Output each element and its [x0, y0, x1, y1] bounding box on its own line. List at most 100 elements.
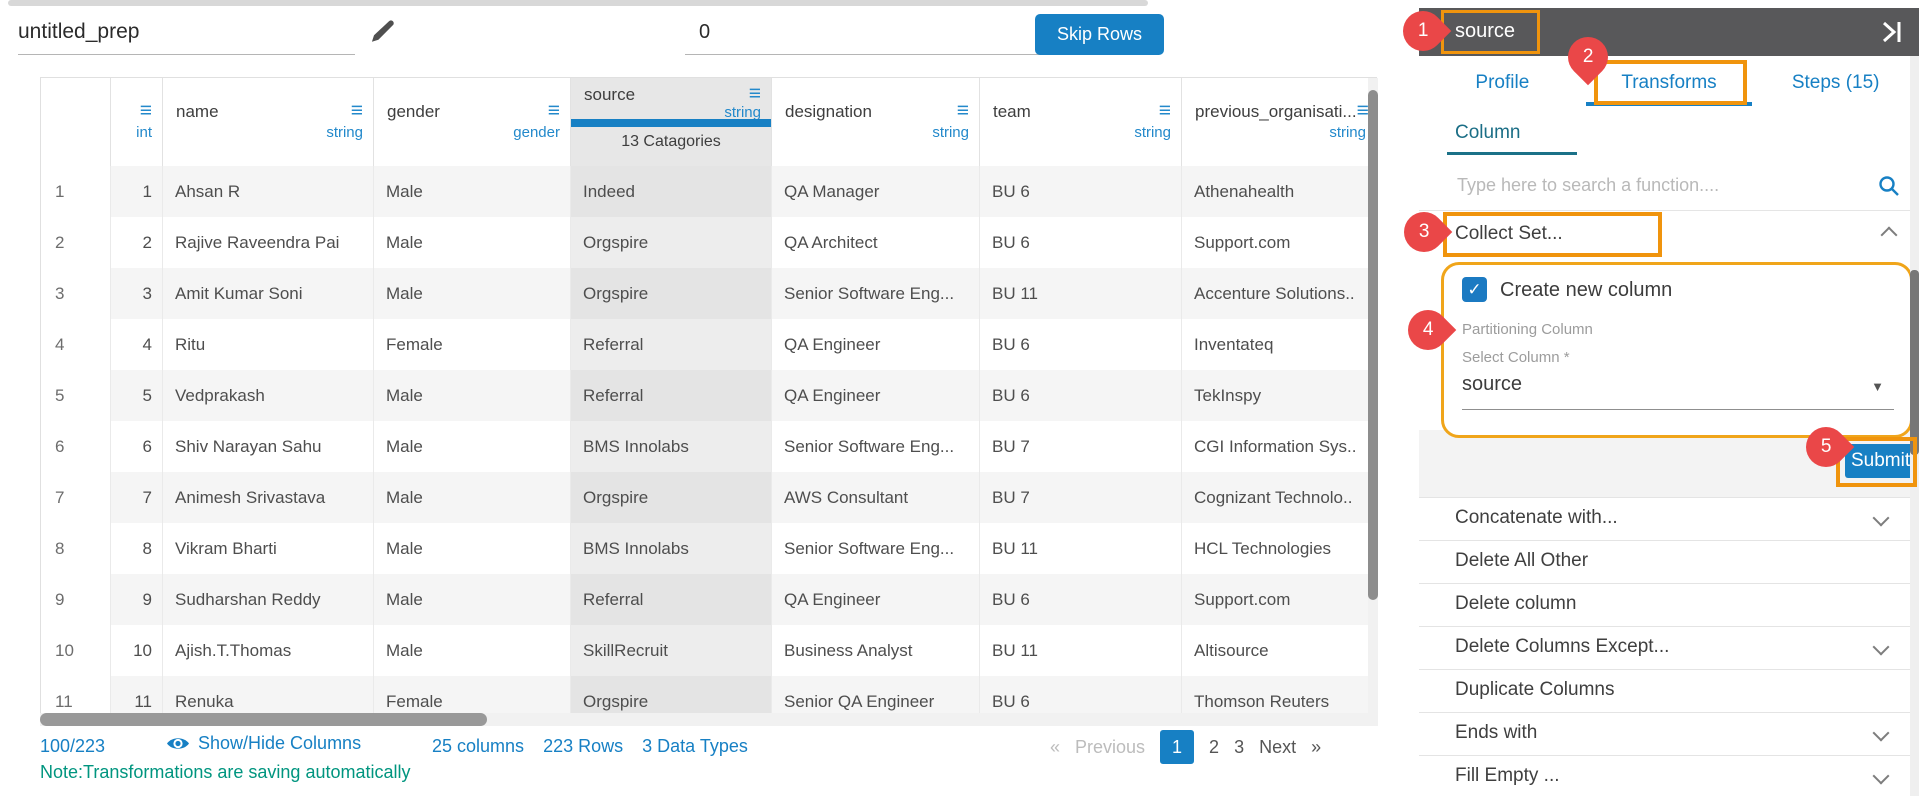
collapse-panel-icon[interactable]: [1879, 19, 1905, 45]
panel-scrollbar-thumb[interactable]: [1910, 270, 1919, 455]
cell-source[interactable]: Orgspire: [571, 217, 772, 268]
pagination-previous[interactable]: Previous: [1075, 736, 1146, 757]
rows-count[interactable]: 223 Rows: [543, 736, 624, 756]
cell-gender[interactable]: Male: [374, 574, 571, 625]
cell-previous-organisation[interactable]: Support.com: [1194, 233, 1291, 252]
function-list-item[interactable]: Duplicate Columns: [1419, 669, 1911, 712]
create-new-column-checkbox[interactable]: ✓: [1462, 277, 1487, 302]
subtab-column[interactable]: Column: [1455, 122, 1521, 143]
table-row[interactable]: 3 3 Amit Kumar Soni Male Orgspire Senior…: [41, 268, 1376, 319]
function-list-item[interactable]: Delete All Other: [1419, 540, 1911, 583]
edit-pencil-icon[interactable]: [368, 18, 398, 48]
data-types-count[interactable]: 3 Data Types: [642, 736, 748, 756]
cell-gender[interactable]: Male: [374, 166, 571, 217]
cell-int[interactable]: 8: [111, 523, 163, 574]
cell-team[interactable]: BU 11: [980, 523, 1182, 574]
cell-team[interactable]: BU 11: [980, 268, 1182, 319]
pagination-page-1-active[interactable]: 1: [1160, 730, 1195, 764]
cell-name[interactable]: Ritu: [163, 319, 374, 370]
cell-source[interactable]: BMS Innolabs: [571, 421, 772, 472]
panel-scrollbar[interactable]: [1910, 56, 1919, 796]
tab-profile[interactable]: Profile: [1475, 72, 1530, 93]
header-col-gender[interactable]: gender ≡ gender: [374, 78, 571, 166]
table-row[interactable]: 1 1 Ahsan R Male Indeed QA Manager BU 6 …: [41, 166, 1376, 217]
cell-previous-organisation[interactable]: CGI Information Sys..: [1194, 437, 1357, 456]
cell-designation[interactable]: QA Engineer: [772, 370, 980, 421]
cell-source[interactable]: BMS Innolabs: [571, 523, 772, 574]
cell-previous-organisation[interactable]: Altisource: [1194, 641, 1269, 660]
cell-team[interactable]: BU 7: [980, 421, 1182, 472]
column-menu-icon[interactable]: ≡: [547, 99, 560, 122]
function-list-item[interactable]: Delete Columns Except...: [1419, 626, 1911, 669]
cell-gender[interactable]: Male: [374, 472, 571, 523]
cell-name[interactable]: Ajish.T.Thomas: [163, 625, 374, 676]
header-col-previous-organisation[interactable]: previous_organisati... ≡ string: [1182, 78, 1376, 166]
table-row[interactable]: 7 7 Animesh Srivastava Male Orgspire AWS…: [41, 472, 1376, 523]
cell-designation[interactable]: QA Architect: [772, 217, 980, 268]
cell-int[interactable]: 7: [111, 472, 163, 523]
pagination-page-3[interactable]: 3: [1234, 736, 1245, 757]
cell-team[interactable]: BU 6: [980, 370, 1182, 421]
prep-name-input[interactable]: [18, 14, 355, 55]
cell-name[interactable]: Shiv Narayan Sahu: [163, 421, 374, 472]
cell-int[interactable]: 3: [111, 268, 163, 319]
cell-int[interactable]: 10: [111, 625, 163, 676]
column-menu-icon[interactable]: ≡: [350, 99, 363, 122]
cell-team[interactable]: BU 6: [980, 217, 1182, 268]
column-menu-icon[interactable]: ≡: [1356, 99, 1369, 122]
header-col-name[interactable]: name ≡ string: [163, 78, 374, 166]
cell-name[interactable]: Amit Kumar Soni: [163, 268, 374, 319]
cell-int[interactable]: 4: [111, 319, 163, 370]
cell-designation[interactable]: AWS Consultant: [772, 472, 980, 523]
cell-source[interactable]: Orgspire: [571, 268, 772, 319]
cell-gender[interactable]: Male: [374, 217, 571, 268]
show-hide-columns-button[interactable]: Show/Hide Columns: [166, 733, 361, 754]
columns-count[interactable]: 25 columns: [432, 736, 525, 756]
table-horizontal-scrollbar[interactable]: [40, 713, 1377, 726]
column-menu-icon[interactable]: ≡: [956, 99, 969, 122]
function-list-item[interactable]: Concatenate with...: [1419, 497, 1911, 540]
cell-name[interactable]: Vedprakash: [163, 370, 374, 421]
tab-transforms[interactable]: Transforms: [1621, 72, 1717, 93]
cell-previous-organisation[interactable]: TekInspy: [1182, 370, 1376, 421]
vertical-scrollbar-thumb[interactable]: [1368, 90, 1378, 600]
cell-previous-organisation[interactable]: Support.com: [1182, 574, 1376, 625]
cell-name[interactable]: Vikram Bharti: [163, 523, 374, 574]
cell-int[interactable]: 6: [111, 421, 163, 472]
cell-previous-organisation[interactable]: Cognizant Technolo..: [1182, 472, 1376, 523]
column-menu-icon[interactable]: ≡: [748, 82, 761, 105]
table-row[interactable]: 5 5 Vedprakash Male Referral QA Engineer…: [41, 370, 1376, 421]
cell-name[interactable]: Rajive Raveendra Pai: [163, 217, 374, 268]
table-row[interactable]: 8 8 Vikram Bharti Male BMS Innolabs Seni…: [41, 523, 1376, 574]
cell-designation[interactable]: Senior Software Eng...: [772, 268, 980, 319]
pagination-next[interactable]: Next: [1259, 736, 1297, 757]
cell-source[interactable]: Referral: [571, 319, 772, 370]
cell-designation[interactable]: QA Manager: [772, 166, 980, 217]
cell-source[interactable]: SkillRecruit: [571, 625, 772, 676]
horizontal-scrollbar-thumb[interactable]: [40, 713, 487, 726]
column-select-value[interactable]: source: [1462, 373, 1523, 395]
cell-name[interactable]: Sudharshan Reddy: [163, 574, 374, 625]
column-menu-icon[interactable]: ≡: [1158, 99, 1171, 122]
cell-team[interactable]: BU 7: [980, 472, 1182, 523]
cell-int[interactable]: 2: [111, 217, 163, 268]
skip-rows-input[interactable]: [685, 14, 1042, 55]
function-list-item[interactable]: Delete column: [1419, 583, 1911, 626]
cell-team[interactable]: BU 11: [980, 625, 1182, 676]
tab-steps[interactable]: Steps (15): [1791, 72, 1880, 93]
table-row[interactable]: 9 9 Sudharshan Reddy Male Referral QA En…: [41, 574, 1376, 625]
cell-previous-organisation[interactable]: HCL Technologies: [1194, 539, 1332, 558]
cell-previous-organisation[interactable]: Athenahealth: [1182, 166, 1376, 217]
function-list-item[interactable]: Fill Empty ...: [1419, 755, 1911, 796]
search-icon[interactable]: [1877, 174, 1901, 198]
pagination-last[interactable]: »: [1311, 736, 1322, 757]
cell-gender[interactable]: Male: [374, 268, 571, 319]
cell-team[interactable]: BU 6: [980, 319, 1182, 370]
cell-name[interactable]: Ahsan R: [163, 166, 374, 217]
cell-designation[interactable]: Senior Software Eng...: [772, 421, 980, 472]
function-list-item[interactable]: Ends with: [1419, 712, 1911, 755]
cell-gender[interactable]: Male: [374, 625, 571, 676]
header-col-source-selected[interactable]: source ≡ string 13 Catagories: [571, 78, 772, 166]
cell-source[interactable]: Orgspire: [571, 472, 772, 523]
cell-int[interactable]: 5: [111, 370, 163, 421]
